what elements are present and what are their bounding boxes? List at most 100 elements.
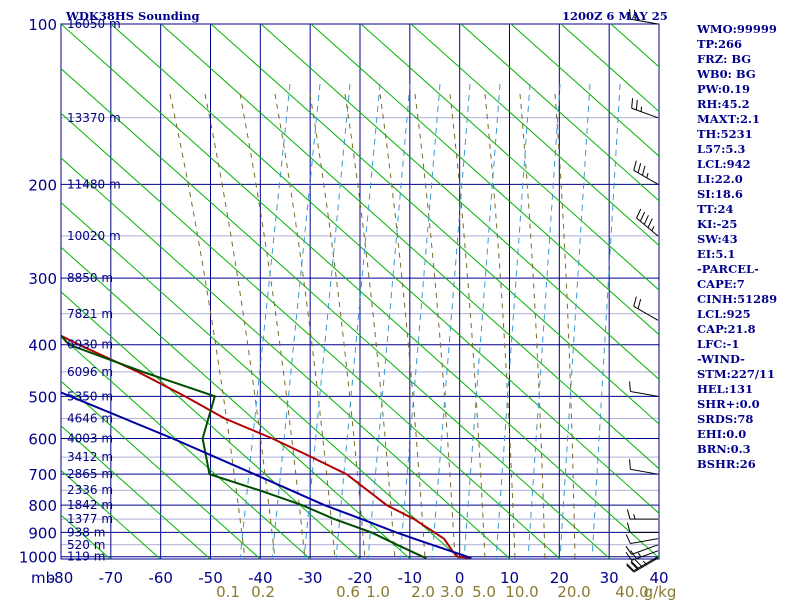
- index-line: LCL:942: [697, 157, 751, 171]
- barb-flag: [626, 509, 631, 520]
- barb-flag: [630, 560, 639, 569]
- pressure-tick-label: 300: [28, 270, 57, 288]
- dry-adiabat: [310, 24, 659, 336]
- index-line: LI:22.0: [697, 172, 743, 186]
- wind-barb: [626, 557, 659, 573]
- pressure-tick-label: 500: [28, 388, 57, 406]
- temperature-tick-label: -10: [398, 569, 423, 587]
- barb-staff: [633, 305, 659, 321]
- height-label: 3412 m: [67, 450, 113, 464]
- dry-adiabat: [61, 291, 361, 559]
- pressure-tick-label: 900: [28, 524, 57, 542]
- mixing-ratio-line: [335, 83, 381, 559]
- temperature-tick-label: 30: [600, 569, 619, 587]
- moist-adiabat: [519, 93, 546, 559]
- index-line: SRDS:78: [697, 412, 754, 426]
- temperature-tick-label: -50: [198, 569, 223, 587]
- height-label: 6096 m: [67, 365, 113, 379]
- index-line: HEL:131: [697, 382, 753, 396]
- moist-adiabat: [274, 93, 336, 559]
- height-label: 8850 m: [67, 271, 113, 285]
- temperature-tick-label: -40: [248, 569, 273, 587]
- barb-flag: [633, 160, 637, 171]
- barb-staff: [631, 544, 659, 555]
- barb-staff: [631, 107, 659, 119]
- dry-adiabat: [61, 335, 311, 559]
- wind-barb: [629, 381, 659, 397]
- indices-panel: WMO:99999 TP:266 FRZ: BG WB0: BG PW:0.19 RH:4…: [697, 22, 797, 472]
- index-line: TH:5231: [697, 127, 753, 141]
- wind-barb: [633, 160, 659, 185]
- moist-adiabat: [449, 93, 486, 559]
- barb-flag: [629, 459, 631, 470]
- sounding-lines: [61, 24, 659, 559]
- barb-staff: [630, 468, 659, 475]
- index-line: EI:5.1: [697, 247, 736, 261]
- dry-adiabat: [110, 24, 659, 514]
- pressure-tick-label: 100: [28, 16, 57, 34]
- barb-half-flag: [646, 172, 649, 178]
- moist-adiabat: [414, 93, 456, 559]
- mixing-ratio-tick-label: 0.6: [336, 583, 360, 600]
- index-line: CAP:21.8: [697, 322, 756, 336]
- mixing-ratio-line: [239, 83, 291, 559]
- parcel-line: [61, 391, 472, 559]
- index-line: WB0: BG: [697, 67, 756, 81]
- barb-staff: [630, 390, 659, 397]
- wind-barb: [629, 9, 659, 25]
- index-line: PW:0.19: [697, 82, 751, 96]
- index-line: FRZ: BG: [697, 52, 752, 66]
- barb-flag: [626, 563, 635, 572]
- pressure-tick-label: 1000: [19, 549, 57, 567]
- barb-flag: [626, 564, 635, 573]
- mixing-ratio-tick-label: g/kg: [644, 583, 677, 600]
- mixing-ratio-tick-label: 0.1: [216, 583, 240, 600]
- height-label: 2336 m: [67, 483, 113, 497]
- mixing-ratio-line: [463, 83, 501, 559]
- dry-adiabat: [61, 67, 611, 559]
- dry-adiabat: [61, 425, 211, 559]
- barb-flag: [637, 299, 642, 309]
- height-label: 4646 m: [67, 411, 113, 425]
- dry-adiabat: [61, 157, 511, 559]
- wind-barb: [633, 296, 659, 321]
- dry-adiabat: [61, 112, 561, 559]
- index-line: CINH:51289: [697, 292, 778, 306]
- mixing-ratio-line: [303, 83, 351, 559]
- chart-time: 1200Z 6 MAY 25: [562, 9, 668, 23]
- moist-adiabat: [484, 93, 516, 559]
- dry-adiabat: [160, 24, 659, 470]
- temperature-tick-label: -20: [348, 569, 373, 587]
- barb-staff: [630, 538, 659, 545]
- barb-flag: [637, 163, 642, 173]
- barb-flag: [647, 218, 653, 228]
- moist-adiabat: [169, 93, 246, 559]
- mixing-ratio-tick-label: 1.0: [366, 583, 390, 600]
- wind-barb: [625, 534, 659, 545]
- mixing-ratio-tick-label: 5.0: [472, 583, 496, 600]
- index-line: KI:-25: [697, 217, 738, 231]
- dry-adiabat: [210, 24, 659, 425]
- pressure-tick-label: 700: [28, 466, 57, 484]
- wind-barb: [626, 522, 658, 533]
- height-label: 4003 m: [67, 432, 113, 446]
- index-line: WMO:99999: [697, 22, 777, 36]
- mixing-ratio-tick-label: 3.0: [440, 583, 464, 600]
- mixing-ratio-tick-label: 40.0: [615, 583, 648, 600]
- height-label: 10020 m: [67, 229, 121, 243]
- dry-adiabat: [460, 24, 659, 202]
- mixing-ratio-tick-label: 0.2: [251, 583, 275, 600]
- temperature-tick-label: 10: [500, 569, 519, 587]
- mixing-ratio-line: [495, 83, 531, 559]
- barb-flag: [643, 215, 649, 225]
- pressure-tick-label: 200: [28, 176, 57, 194]
- dry-adiabat: [61, 201, 461, 559]
- height-label: 520 m: [67, 538, 105, 552]
- chart-title: WDK38HS Sounding: [65, 9, 200, 23]
- wind-barb: [626, 509, 658, 520]
- barb-flag: [639, 211, 646, 222]
- height-label: 13370 m: [67, 111, 121, 125]
- height-label: 1377 m: [67, 512, 113, 526]
- moist-adiabat: [344, 93, 396, 559]
- temperature-tick-label: 20: [550, 569, 569, 587]
